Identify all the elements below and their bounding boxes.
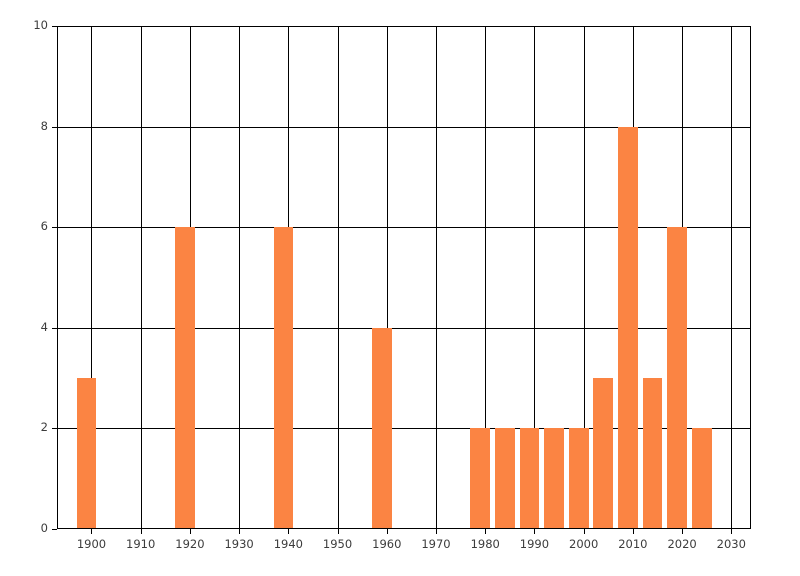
x-tick-mark [485, 529, 487, 534]
x-tick-label: 2000 [569, 537, 599, 551]
y-tick-mark [52, 26, 57, 27]
gridline-vertical [91, 26, 93, 529]
gridline-horizontal [57, 327, 751, 329]
bar [519, 428, 540, 528]
bar [593, 378, 614, 528]
x-tick-label: 1950 [322, 537, 353, 551]
gridline-vertical [435, 26, 437, 529]
x-tick-label: 1980 [470, 537, 500, 551]
x-tick-mark [239, 529, 241, 534]
y-tick-label: 4 [40, 319, 48, 334]
gridline-horizontal [57, 428, 751, 430]
x-tick-label: 1920 [175, 537, 205, 551]
bar [691, 428, 712, 528]
gridline-vertical [583, 26, 585, 529]
bar [372, 327, 392, 528]
x-tick-mark [583, 529, 585, 534]
bar [495, 428, 515, 528]
x-tick-mark [288, 529, 290, 534]
y-tick-label: 2 [40, 420, 48, 435]
y-tick-label: 10 [33, 18, 48, 32]
bar [76, 378, 97, 528]
bar [642, 378, 663, 528]
x-tick-label: 1970 [421, 537, 451, 551]
bar [175, 227, 195, 528]
y-axis-spine [57, 26, 58, 529]
y-tick-label: 8 [40, 118, 48, 133]
bar [544, 428, 564, 528]
bar [470, 428, 491, 528]
x-tick-label: 1960 [372, 537, 402, 551]
x-tick-mark [386, 529, 388, 534]
x-tick-mark [337, 529, 339, 534]
bar [568, 428, 589, 528]
gridline-vertical [140, 26, 142, 529]
x-tick-label: 2030 [716, 537, 746, 551]
y-tick-label: 0 [40, 521, 48, 535]
plot-area [57, 26, 751, 529]
x-tick-label: 2010 [618, 537, 648, 551]
x-tick-label: 1940 [273, 537, 303, 551]
x-tick-mark [682, 529, 684, 534]
gridline-vertical [337, 26, 339, 529]
gridline-vertical [534, 26, 536, 529]
y-tick-mark [52, 227, 57, 229]
x-tick-mark [534, 529, 536, 534]
y-tick-label: 6 [40, 219, 48, 234]
x-tick-mark [435, 529, 437, 534]
bar [273, 227, 294, 528]
gridline-vertical [239, 26, 241, 529]
x-tick-mark [91, 529, 93, 534]
y-tick-mark [52, 529, 57, 530]
gridline-vertical [731, 26, 733, 529]
y-tick-mark [52, 327, 57, 329]
gridline-horizontal [57, 126, 751, 128]
x-tick-label: 1900 [76, 537, 107, 551]
x-tick-mark [189, 529, 191, 534]
top-spine [57, 26, 751, 27]
gridline-vertical [485, 26, 487, 529]
bar [667, 227, 687, 528]
bar [618, 126, 638, 528]
x-tick-label: 1990 [519, 537, 550, 551]
gridline-vertical [386, 26, 388, 529]
x-tick-mark [731, 529, 733, 534]
y-tick-mark [52, 428, 57, 430]
x-tick-mark [140, 529, 142, 534]
gridline-horizontal [57, 227, 751, 229]
right-spine [750, 26, 751, 529]
x-tick-label: 1910 [126, 537, 156, 551]
y-tick-mark [52, 126, 57, 128]
x-tick-mark [632, 529, 634, 534]
x-tick-label: 2020 [667, 537, 697, 551]
x-tick-label: 1930 [224, 537, 254, 551]
x-axis-spine [57, 528, 751, 529]
